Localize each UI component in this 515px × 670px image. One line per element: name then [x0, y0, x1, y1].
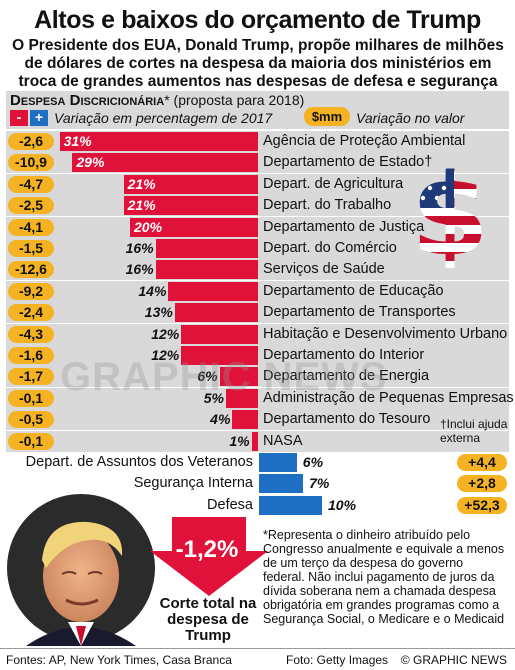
cut-bar — [123, 174, 258, 194]
department-label: Departamento do Tesouro — [263, 411, 431, 428]
department-label: Agência de Proteção Ambiental — [263, 133, 466, 149]
change-chip: +2,8 — [457, 475, 507, 493]
increase-bar — [259, 495, 322, 515]
mm-note: Variação no valor — [356, 110, 465, 126]
cut-bar — [181, 324, 258, 344]
pct-label: 31% — [63, 133, 92, 149]
section-asterisk: * — [164, 92, 170, 108]
department-label: Departamento de Justiça — [263, 218, 425, 235]
mm-chip: $mm — [304, 107, 350, 126]
pct-label: 16% — [125, 240, 154, 256]
brand: © GRAPHIC NEWS — [400, 653, 507, 667]
change-chip: +4,4 — [457, 454, 507, 471]
change-chip: -2,6 — [8, 133, 54, 150]
section-title-main: Despesa Discricionária — [10, 92, 165, 109]
increase-bar — [259, 474, 304, 494]
down-arrow-icon — [150, 517, 268, 596]
department-label: Serviços de Saúde — [263, 261, 385, 278]
change-chip: -0,5 — [8, 411, 54, 429]
department-label: Depart. de Assuntos dos Veteranos — [25, 454, 253, 470]
total-value: -1,2% — [175, 536, 239, 563]
photo-credit: Foto: Getty Images — [286, 653, 389, 667]
pct-label: 1% — [229, 432, 250, 449]
department-label: NASA — [263, 432, 303, 449]
cut-bar — [226, 388, 258, 408]
cut-bar — [174, 303, 258, 323]
increase-bar — [259, 453, 297, 472]
change-chip: -0,1 — [8, 432, 54, 450]
department-label: Depart. do Comércio — [263, 240, 397, 256]
cut-bar — [155, 239, 258, 258]
pct-note: Variação em percentagem de 2017 — [54, 110, 273, 126]
pct-label: 12% — [151, 347, 180, 363]
change-chip: -9,2 — [8, 282, 54, 300]
department-label: Departamento de Energia — [263, 368, 430, 385]
pct-label: 12% — [151, 325, 180, 342]
cut-bar — [181, 346, 258, 365]
section-sub: (proposta para 2018) — [173, 92, 305, 108]
section-title: Despesa Discricionária* (proposta para 2… — [10, 92, 304, 109]
cut-bar — [72, 153, 258, 173]
change-chip: -4,1 — [8, 218, 54, 236]
pct-label: 21% — [127, 175, 156, 192]
pct-label: 6% — [302, 454, 324, 470]
plus-key: + — [30, 110, 48, 126]
change-chip: -0,1 — [8, 389, 54, 407]
minus-key: - — [10, 110, 28, 126]
pct-label: 4% — [210, 411, 231, 428]
pct-label: 14% — [138, 282, 167, 299]
department-label: Administração de Pequenas Empresas — [263, 389, 514, 406]
change-chip: -1,6 — [8, 347, 54, 364]
change-chip: -12,6 — [8, 261, 54, 279]
change-chip: -4,7 — [8, 175, 54, 193]
department-label: Defesa — [207, 496, 253, 513]
legend-band — [6, 91, 509, 129]
pct-label: 16% — [125, 261, 154, 278]
trump-portrait — [7, 494, 155, 646]
cut-bar — [130, 217, 258, 237]
department-label: Departamento de Estado† — [263, 154, 433, 171]
cut-bar — [59, 132, 258, 151]
sources: Fontes: AP, New York Times, Casa Branca — [6, 653, 232, 667]
footnote: *Representa o dinheiro atribuído pelo Co… — [263, 528, 505, 626]
pct-label: 20% — [134, 218, 163, 235]
cut-bar — [155, 260, 258, 280]
department-label: Departamento do Interior — [263, 347, 425, 363]
cut-bar — [251, 431, 258, 451]
minus-plus-key: - + — [10, 110, 48, 126]
pct-label: 7% — [309, 475, 330, 492]
total-label: Corte total na despesa de Trump — [159, 595, 257, 644]
pct-label: 5% — [203, 389, 224, 406]
change-chip: -2,4 — [8, 304, 54, 322]
pct-label: 13% — [144, 304, 173, 321]
change-chip: -1,5 — [8, 240, 54, 257]
dollar-flag-icon: $ — [411, 160, 489, 268]
department-label: Depart. do Trabalho — [263, 197, 392, 214]
dagger-note: †Inclui ajuda externa — [440, 417, 508, 445]
department-label: Departamento de Transportes — [263, 304, 456, 321]
department-label: Departamento de Educação — [263, 282, 444, 299]
change-chip: -2,5 — [8, 197, 54, 215]
change-chip: -4,3 — [8, 325, 54, 343]
watermark: GRAPHIC NEWS — [60, 355, 388, 399]
pct-label: 10% — [328, 496, 357, 513]
department-label: Habitação e Desenvolvimento Urbano — [263, 325, 508, 342]
pct-label: 21% — [127, 197, 156, 214]
department-label: Depart. de Agricultura — [263, 175, 404, 192]
page-title: Altos e baixos do orçamento de Trump — [34, 6, 481, 34]
cut-bar — [168, 281, 258, 301]
department-label: Segurança Interna — [133, 475, 253, 492]
pct-label: 6% — [197, 368, 218, 385]
change-chip: -1,7 — [8, 368, 54, 386]
change-chip: +52,3 — [457, 496, 507, 514]
cut-bar — [123, 196, 258, 216]
cut-bar — [232, 410, 258, 430]
footer: Fontes: AP, New York Times, Casa Branca … — [0, 648, 515, 670]
change-chip: -10,9 — [8, 154, 54, 172]
pct-label: 29% — [76, 154, 105, 171]
cut-bar — [219, 367, 258, 387]
